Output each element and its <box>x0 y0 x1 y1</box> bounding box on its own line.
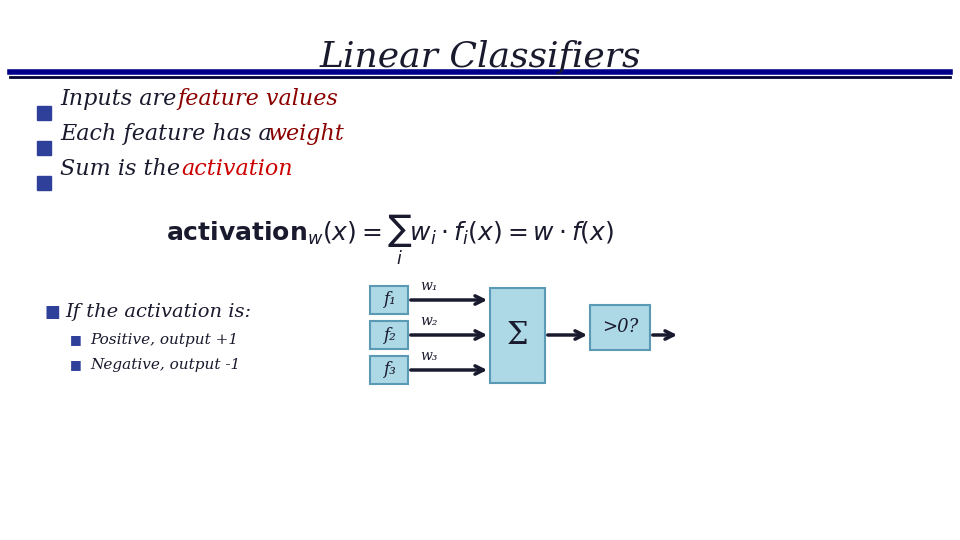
FancyBboxPatch shape <box>370 356 408 384</box>
Text: activation: activation <box>180 158 293 180</box>
FancyBboxPatch shape <box>370 321 408 349</box>
Text: Σ: Σ <box>507 320 528 350</box>
Text: f₂: f₂ <box>383 327 396 343</box>
Text: $\mathbf{activation}_{w}(x) = \sum_i w_i \cdot f_i(x) = w \cdot f(x)$: $\mathbf{activation}_{w}(x) = \sum_i w_i… <box>166 213 614 267</box>
Text: Linear Classifiers: Linear Classifiers <box>320 40 640 74</box>
FancyBboxPatch shape <box>490 287 545 382</box>
Text: If the activation is:: If the activation is: <box>65 303 252 321</box>
FancyBboxPatch shape <box>37 106 51 120</box>
Text: >0?: >0? <box>602 319 638 336</box>
FancyBboxPatch shape <box>37 176 51 190</box>
Text: ■: ■ <box>70 359 82 372</box>
Text: Negative, output -1: Negative, output -1 <box>90 358 240 372</box>
Text: Inputs are: Inputs are <box>60 88 183 110</box>
Text: w₂: w₂ <box>420 314 438 328</box>
Text: f₁: f₁ <box>383 292 396 308</box>
FancyBboxPatch shape <box>590 305 650 350</box>
Text: Sum is the: Sum is the <box>60 158 187 180</box>
FancyBboxPatch shape <box>37 141 51 155</box>
Text: weight: weight <box>268 123 345 145</box>
Text: Positive, output +1: Positive, output +1 <box>90 333 238 347</box>
Text: w₁: w₁ <box>420 279 438 293</box>
FancyBboxPatch shape <box>370 286 408 314</box>
Text: ■: ■ <box>70 334 82 347</box>
Text: ■: ■ <box>45 303 60 321</box>
Text: f₃: f₃ <box>383 361 396 379</box>
Text: feature values: feature values <box>178 88 338 110</box>
Text: w₃: w₃ <box>420 349 438 363</box>
Text: Each feature has a: Each feature has a <box>60 123 278 145</box>
